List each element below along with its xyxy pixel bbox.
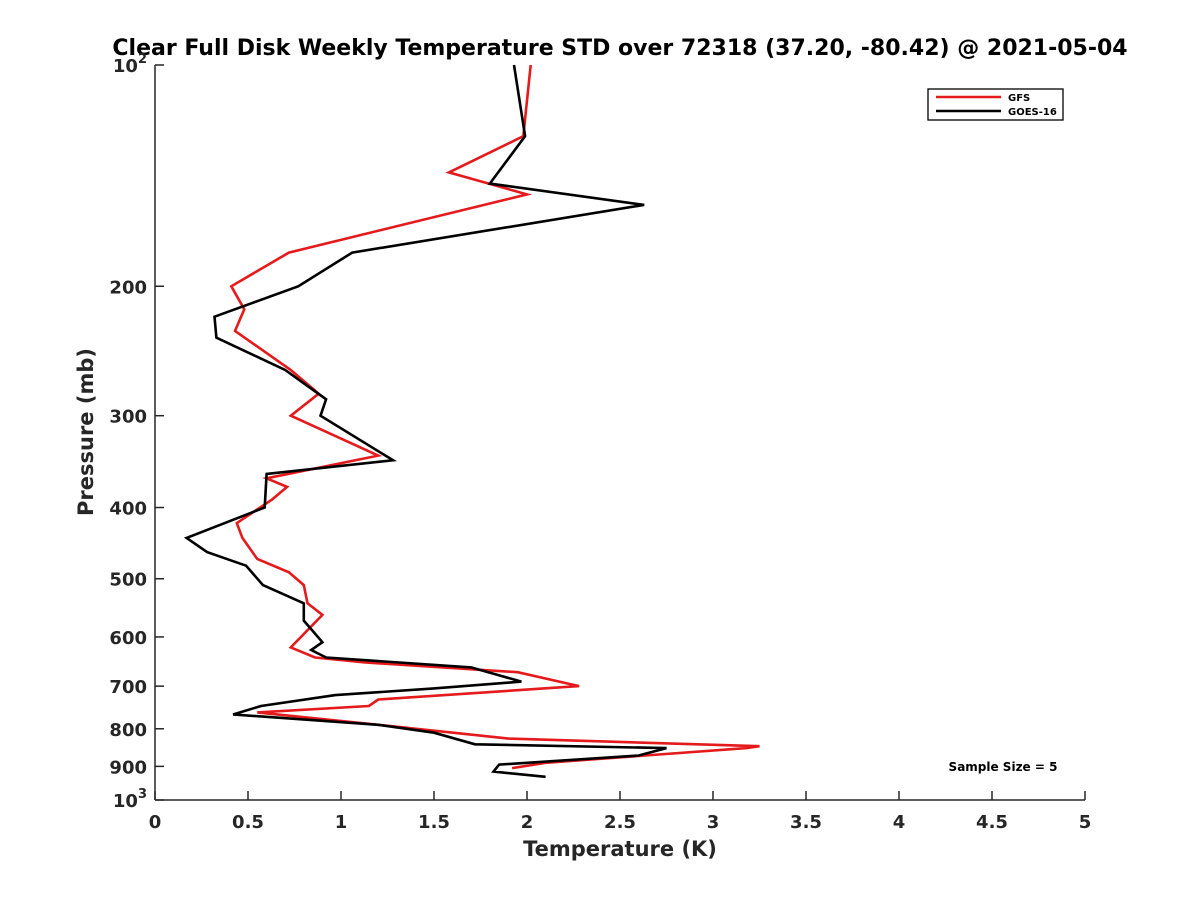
y-tick-label: 800 xyxy=(109,720,147,741)
sample-size-annotation: Sample Size = 5 xyxy=(949,760,1058,774)
y-tick-label: 500 xyxy=(109,570,147,591)
series-layer xyxy=(183,64,760,779)
y-tick-label: 102 xyxy=(113,52,147,77)
legend-box xyxy=(927,88,1064,121)
y-axis-label: Pressure (mb) xyxy=(74,348,98,516)
y-tick-label: 200 xyxy=(109,277,147,298)
legend-label: GOES-16 xyxy=(1008,107,1057,118)
y-tick-label: 600 xyxy=(109,628,147,649)
y-tick-label: 103 xyxy=(113,787,147,812)
x-tick-label: 3.5 xyxy=(790,812,822,833)
chart-title: Clear Full Disk Weekly Temperature STD o… xyxy=(112,36,1127,61)
x-tick-label: 1.5 xyxy=(418,812,450,833)
x-tick-label: 4.5 xyxy=(976,812,1008,833)
y-tick-label: 900 xyxy=(109,757,147,778)
x-tick-label: 3 xyxy=(707,812,720,833)
legend-label: GFS xyxy=(1008,93,1030,104)
series-line-goes-16 xyxy=(183,64,667,779)
x-tick-label: 2 xyxy=(521,812,534,833)
x-tick-label: 0.5 xyxy=(232,812,264,833)
x-tick-label: 2.5 xyxy=(604,812,636,833)
legend: GFS GOES-16 xyxy=(927,88,1064,121)
x-tick-label: 4 xyxy=(893,812,906,833)
x-tick-label: 1 xyxy=(335,812,348,833)
x-tick-label: 5 xyxy=(1079,812,1092,833)
x-tick-label: 0 xyxy=(149,812,162,833)
axes-layer: 0 0.5 1 1.5 2 2.5 3 3.5 4 4.5 5 102 200 300 400 500 600 7… xyxy=(109,52,1091,833)
plot-area xyxy=(155,65,1085,800)
x-axis-label: Temperature (K) xyxy=(523,837,717,861)
y-tick-label: 700 xyxy=(109,677,147,698)
y-tick-label: 300 xyxy=(109,407,147,428)
y-tick-label: 400 xyxy=(109,499,147,520)
